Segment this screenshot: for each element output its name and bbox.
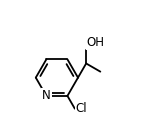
Text: N: N (42, 89, 51, 102)
Text: OH: OH (87, 36, 105, 49)
Text: Cl: Cl (75, 102, 87, 115)
